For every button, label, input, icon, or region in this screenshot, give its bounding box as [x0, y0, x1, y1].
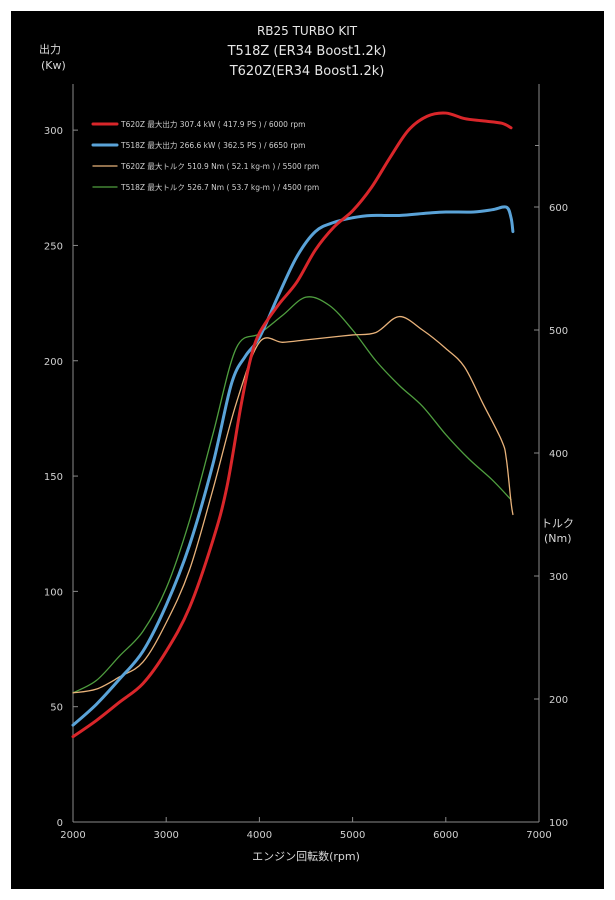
left-tick-label: 100 — [44, 587, 63, 598]
x-tick-label: 4000 — [247, 830, 272, 841]
right-axis-title: トルク (Nm) — [541, 517, 574, 545]
left-tick-label: 300 — [44, 126, 63, 137]
legend-label-1: T620Z 最大出力 307.4 kW ( 417.9 PS ) / 6000 … — [120, 119, 305, 129]
series-lines — [71, 111, 515, 739]
x-tick-label: 2000 — [60, 830, 85, 841]
x-tick-label: 7000 — [526, 830, 551, 841]
series-line-2 — [71, 205, 515, 727]
legend-label-2: T518Z 最大出力 266.6 kW ( 362.5 PS ) / 6650 … — [120, 140, 305, 150]
chart-title-line-1: RB25 TURBO KIT — [257, 24, 358, 38]
chart-title: RB25 TURBO KIT T518Z (ER34 Boost1.2k) T6… — [227, 24, 387, 79]
series-line-4 — [72, 296, 512, 694]
right-tick-label: 300 — [549, 572, 568, 583]
right-axis-title-line-2: (Nm) — [544, 532, 572, 545]
legend-label-4: T518Z 最大トルク 526.7 Nm ( 53.7 kg-m ) / 450… — [120, 182, 319, 192]
right-tick-label: 600 — [549, 203, 568, 214]
right-tick-label: 400 — [549, 449, 568, 460]
left-axis-title: 出力 (Kw) — [39, 42, 66, 72]
chart-title-line-2: T518Z (ER34 Boost1.2k) — [227, 44, 387, 59]
chart-background — [11, 11, 604, 889]
chart-title-line-3: T620Z(ER34 Boost1.2k) — [229, 64, 385, 79]
left-tick-label: 150 — [44, 472, 63, 483]
left-tick-label: 250 — [44, 241, 63, 252]
x-tick-label: 6000 — [433, 830, 458, 841]
left-tick-label: 200 — [44, 357, 63, 368]
x-tick-label: 5000 — [340, 830, 365, 841]
series-line-1 — [71, 111, 513, 739]
left-axis-title-line-1: 出力 — [39, 42, 61, 56]
right-tick-label: 200 — [549, 695, 568, 706]
axes: 2000 3000 4000 5000 6000 7000 0 50 100 150 200 250 3… — [44, 84, 568, 841]
left-tick-label: 50 — [50, 703, 63, 714]
series-line-3 — [72, 315, 514, 694]
x-tick-label: 3000 — [153, 830, 178, 841]
left-axis-title-line-2: (Kw) — [41, 59, 66, 72]
chart: RB25 TURBO KIT T518Z (ER34 Boost1.2k) T6… — [11, 11, 604, 889]
left-tick-label: 0 — [57, 818, 63, 829]
legend-label-3: T620Z 最大トルク 510.9 Nm ( 52.1 kg-m ) / 550… — [120, 161, 319, 171]
legend: T620Z 最大出力 307.4 kW ( 417.9 PS ) / 6000 … — [91, 119, 319, 192]
right-tick-label: 500 — [549, 326, 568, 337]
right-tick-label: 100 — [549, 818, 568, 829]
right-axis-title-line-1: トルク — [541, 517, 574, 530]
x-axis-title: エンジン回転数(rpm) — [252, 850, 360, 863]
